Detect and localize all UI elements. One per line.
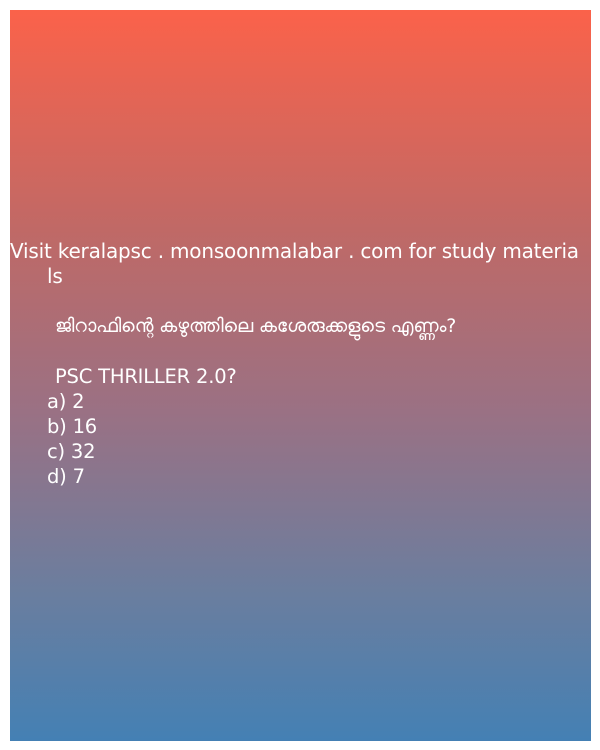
option-d: d) 7: [47, 465, 85, 488]
spacer: [10, 289, 591, 314]
spacer: [10, 339, 591, 364]
question-text: ജിറാഫിന്റെ കഴുത്തിലെ കശേരുക്കളുടെ എണ്ണം?: [55, 315, 457, 337]
option-c: c) 32: [47, 440, 96, 463]
option-a: a) 2: [47, 390, 85, 413]
promo-line-1: Visit keralapsc . monsoonmalabar . com f…: [10, 239, 579, 263]
option-b: b) 16: [47, 415, 97, 438]
quiz-card: Visit keralapsc . monsoonmalabar . com f…: [10, 10, 591, 741]
quiz-content: Visit keralapsc . monsoonmalabar . com f…: [10, 239, 591, 489]
promo-line-2: ls: [47, 264, 63, 288]
promo-text: Visit keralapsc . monsoonmalabar . com f…: [10, 239, 591, 289]
quiz-tag: PSC THRILLER 2.0?: [55, 365, 237, 388]
